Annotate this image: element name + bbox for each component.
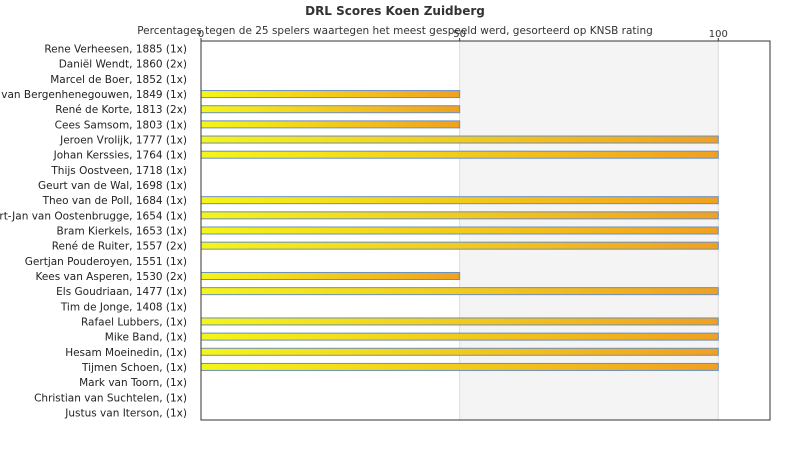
category-label: Thijs Oostveen, 1718 (1x) [50, 165, 187, 177]
bar [200, 287, 719, 296]
category-label: Gert-Jan van Oostenbrugge, 1654 (1x) [0, 210, 187, 222]
bar [200, 362, 719, 371]
chart-subtitle: Percentages tegen de 25 spelers waartege… [137, 25, 653, 37]
x-tick-label: 100 [709, 29, 728, 40]
bars [200, 90, 719, 371]
category-label: Jeroen Vrolijk, 1777 (1x) [59, 135, 187, 147]
category-label: Els Goudriaan, 1477 (1x) [56, 286, 187, 298]
bar [200, 120, 461, 129]
category-label: Justus van Iterson, (1x) [64, 407, 187, 419]
x-tick-label: 0 [198, 29, 204, 40]
category-label: Johan Kerssies, 1764 (1x) [53, 150, 187, 162]
plot-frame [200, 40, 771, 421]
bar [200, 105, 461, 114]
bar [200, 332, 719, 341]
category-label: Werner van Bergenhenegouwen, 1849 (1x) [0, 89, 187, 101]
category-label: Kees van Asperen, 1530 (2x) [35, 271, 187, 283]
category-label: Marcel de Boer, 1852 (1x) [50, 74, 187, 86]
category-label: Daniël Wendt, 1860 (2x) [59, 59, 187, 71]
bar [200, 271, 461, 280]
category-label: Geurt van de Wal, 1698 (1x) [38, 180, 187, 192]
category-label: Tim de Jonge, 1408 (1x) [60, 301, 187, 313]
bar [200, 135, 719, 144]
bar [200, 211, 719, 220]
bar [200, 150, 719, 159]
category-label: Theo van de Poll, 1684 (1x) [42, 195, 187, 207]
category-label: Tijmen Schoen, (1x) [81, 362, 187, 374]
x-axis-ticks: 0 50 100 [198, 29, 728, 41]
category-label: Mark van Toorn, (1x) [79, 377, 187, 389]
category-label: Christian van Suchtelen, (1x) [34, 392, 187, 404]
category-label: Rene Verheesen, 1885 (1x) [44, 44, 187, 56]
category-label: Gertjan Pouderoyen, 1551 (1x) [25, 256, 187, 268]
bar [200, 347, 719, 356]
category-label: Cees Samsom, 1803 (1x) [55, 119, 187, 131]
plot-border [200, 40, 771, 421]
category-label: Mike Band, (1x) [105, 332, 187, 344]
x-tick-label: 50 [453, 29, 466, 40]
y-axis-labels: Rene Verheesen, 1885 (1x) Daniël Wendt, 1… [0, 44, 187, 420]
category-label: Hesam Moeinedin, (1x) [65, 347, 187, 359]
bar [200, 317, 719, 326]
category-label: Bram Kierkels, 1653 (1x) [57, 226, 187, 238]
bar [200, 90, 461, 99]
bar [200, 226, 719, 235]
bar [200, 241, 719, 250]
category-label: René de Ruiter, 1557 (2x) [52, 241, 187, 253]
category-label: Rafael Lubbers, (1x) [81, 316, 187, 328]
category-label: René de Korte, 1813 (2x) [55, 104, 187, 116]
bar [200, 196, 719, 205]
chart-title: DRL Scores Koen Zuidberg [305, 4, 485, 18]
